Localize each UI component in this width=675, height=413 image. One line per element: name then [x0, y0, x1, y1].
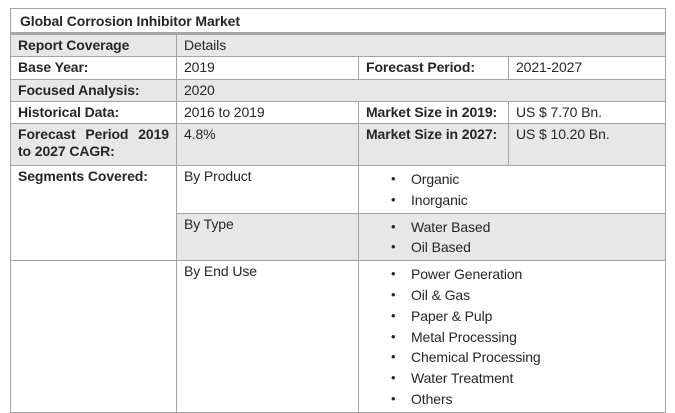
segment-item-label: Inorganic	[411, 191, 468, 208]
title-row: Global Corrosion Inhibitor Market	[10, 8, 666, 35]
segment-item-label: Organic	[411, 171, 460, 187]
market-report-table: Global Corrosion Inhibitor Market Report…	[10, 8, 666, 413]
list-item: • Others	[391, 389, 658, 410]
segment-group-by-type: By Type	[176, 212, 359, 262]
list-item: • Water Treatment	[391, 368, 658, 389]
historical-data-row: Historical Data: 2016 to 2019 Market Siz…	[10, 101, 666, 124]
segment-items-by-end-use: • Power Generation • Oil & Gas • Paper & Pu…	[358, 260, 666, 413]
focused-analysis-value: 2020	[176, 79, 666, 102]
cagr-label: Forecast Period 2019 to 2027 CAGR:	[10, 123, 177, 166]
bullet-icon: •	[391, 191, 396, 207]
historical-data-label: Historical Data:	[10, 101, 177, 124]
base-year-label: Base Year:	[10, 56, 177, 80]
bullet-icon: •	[391, 370, 396, 386]
segment-item-label: Others	[411, 390, 453, 407]
base-year-row: Base Year: 2019 Forecast Period: 2021-20…	[10, 56, 666, 80]
list-item: • Chemical Processing	[391, 347, 658, 368]
list-item: • Oil & Gas	[391, 285, 658, 306]
segments-by-product-row: Segments Covered: By Product • Organic • I…	[10, 164, 666, 262]
by-product-list: • Organic • Inorganic	[366, 169, 658, 211]
forecast-period-value: 2021-2027	[508, 56, 666, 80]
segment-item-label: Water Based	[411, 218, 491, 235]
segment-item-label: Water Treatment	[411, 370, 514, 387]
cagr-value: 4.8%	[176, 123, 359, 166]
bullet-icon: •	[391, 307, 396, 323]
bullet-icon: •	[391, 239, 396, 255]
segments-by-type-row: By Type • Water Based • Oil Based	[11, 212, 666, 262]
by-type-list: • Water Based • Oil Based	[366, 217, 658, 259]
forecast-period-label: Forecast Period:	[358, 56, 509, 80]
segment-items-by-type: • Water Based • Oil Based	[358, 212, 666, 262]
bullet-icon: •	[391, 328, 396, 344]
base-year-value: 2019	[176, 56, 359, 80]
bullet-icon: •	[391, 390, 396, 406]
list-item: • Paper & Pulp	[391, 306, 658, 327]
list-item: • Power Generation	[391, 264, 658, 285]
segment-item-label: Oil & Gas	[411, 286, 471, 303]
segment-item-label: Oil Based	[411, 239, 471, 256]
list-item: • Inorganic	[391, 190, 658, 211]
segments-covered-empty-cell	[10, 260, 177, 413]
segment-item-label: Chemical Processing	[411, 349, 541, 366]
segment-group-by-product: By Product	[176, 165, 359, 214]
bullet-icon: •	[391, 266, 396, 282]
bullet-icon: •	[391, 171, 396, 186]
list-item: • Organic	[391, 169, 658, 190]
cagr-row: Forecast Period 2019 to 2027 CAGR: 4.8% …	[10, 123, 666, 166]
segment-item-label: Metal Processing	[411, 328, 517, 345]
market-size-2019-label: Market Size in 2019:	[358, 101, 509, 124]
segment-item-label: Power Generation	[411, 266, 523, 283]
report-coverage-label: Report Coverage	[10, 33, 177, 57]
report-coverage-row: Report Coverage Details	[10, 33, 666, 57]
list-item: • Water Based	[391, 217, 658, 238]
report-coverage-value: Details	[176, 33, 666, 57]
market-size-2027-label: Market Size in 2027:	[358, 123, 509, 166]
page-title: Global Corrosion Inhibitor Market	[10, 8, 666, 35]
segment-group-by-end-use: By End Use	[176, 260, 359, 413]
segments-covered-label: Segments Covered:	[10, 164, 177, 262]
focused-analysis-row: Focused Analysis: 2020	[10, 79, 666, 102]
list-item: • Oil Based	[391, 237, 658, 258]
segments-by-end-use-row: By End Use • Power Generation • Oil & Gas …	[10, 260, 666, 413]
bullet-icon: •	[391, 286, 396, 302]
segment-item-label: Paper & Pulp	[411, 307, 493, 324]
market-size-2027-value: US $ 10.20 Bn.	[508, 123, 666, 166]
list-item: • Metal Processing	[391, 327, 658, 348]
segment-items-by-product: • Organic • Inorganic	[358, 165, 666, 214]
market-size-2019-value: US $ 7.70 Bn.	[508, 101, 666, 124]
bullet-icon: •	[391, 218, 396, 234]
historical-data-value: 2016 to 2019	[176, 101, 359, 124]
bullet-icon: •	[391, 349, 396, 365]
focused-analysis-label: Focused Analysis:	[10, 79, 177, 102]
by-end-use-list: • Power Generation • Oil & Gas • Paper & Pu…	[366, 264, 658, 410]
